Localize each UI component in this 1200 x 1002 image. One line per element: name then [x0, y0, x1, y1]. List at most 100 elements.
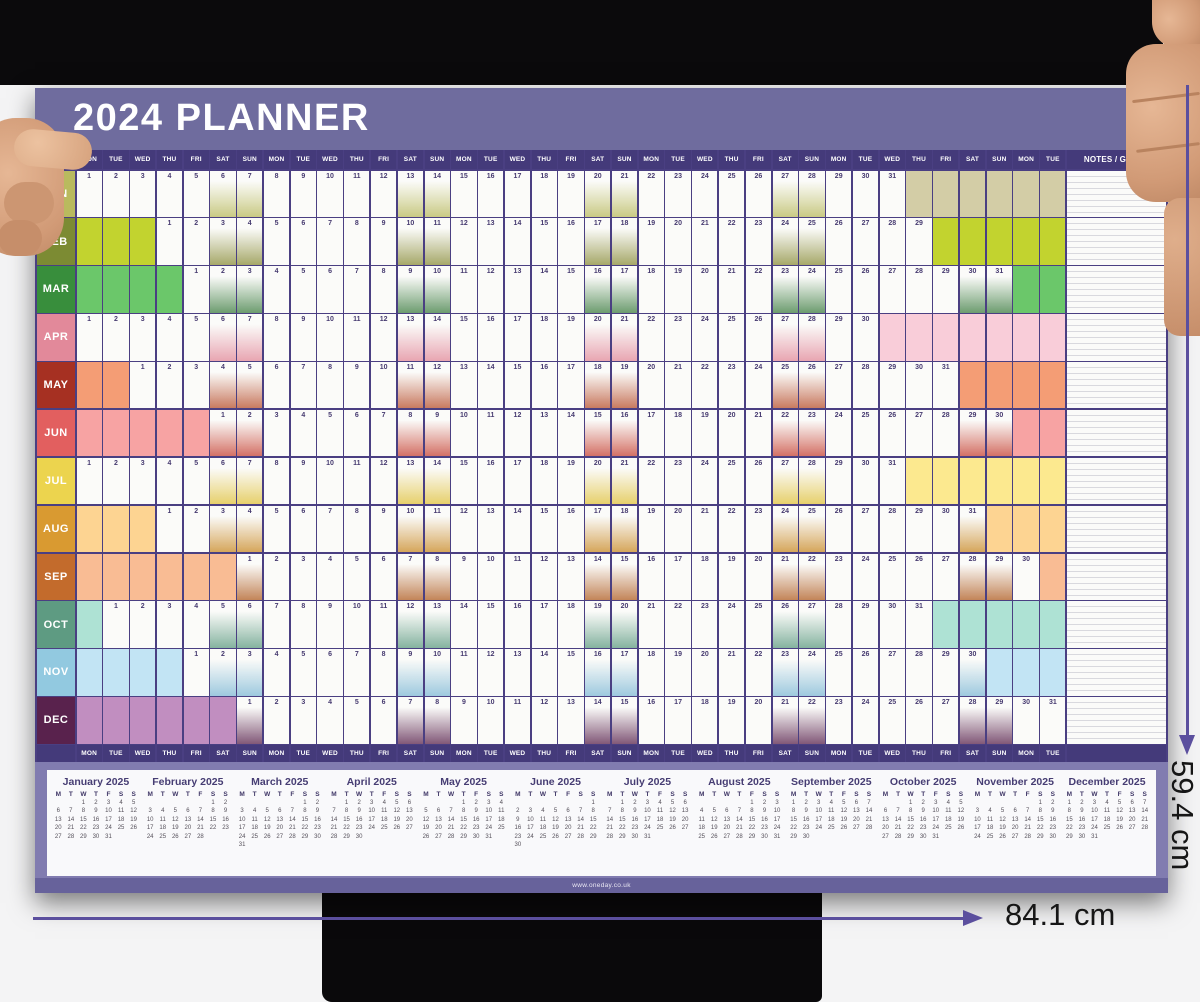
- weekend-day-cell: 29: [959, 410, 986, 457]
- day-cell: 30: [906, 362, 932, 409]
- filler-cell: [906, 170, 932, 217]
- filler-cell: [959, 218, 986, 265]
- weekend-day-cell: 29: [986, 554, 1012, 600]
- mini-day-number: 22: [301, 825, 309, 831]
- mini-day-letter: T: [712, 791, 717, 798]
- day-header-cell: MON: [263, 150, 290, 169]
- mini-day-number: 14: [894, 816, 902, 823]
- mini-day-letter: M: [515, 791, 521, 798]
- day-header-cell: MON: [451, 150, 477, 169]
- mini-day-number: 29: [589, 833, 597, 840]
- mini-calendar-grid: M T W T F S S 1 2 3 4 5 6 7 8 9 10 11 12 13 14 15 16 17 18 19 20 21…: [879, 791, 967, 841]
- mini-day-number: 11: [945, 808, 952, 814]
- day-header-cell: SUN: [424, 150, 450, 169]
- day-cell: 4: [317, 553, 343, 600]
- mini-day-letter: T: [737, 791, 742, 798]
- mini-calendar-title: July 2025: [623, 776, 672, 788]
- weekend-day-cell: 17: [585, 506, 611, 552]
- day-cell: 6: [290, 505, 316, 552]
- weekend-day-cell: 27: [772, 458, 798, 505]
- mini-day-number: 29: [907, 833, 914, 840]
- day-cell: 26: [906, 697, 932, 744]
- day-cell: 30: [1013, 697, 1039, 744]
- day-footer-cell: TUE: [852, 745, 879, 762]
- filler-cell: [986, 362, 1012, 409]
- day-cell: 9: [290, 314, 316, 361]
- mini-day-number: 8: [344, 808, 349, 814]
- mini-day-letter: F: [933, 791, 938, 798]
- filler-cell: [1013, 362, 1039, 409]
- day-cell: 9: [290, 457, 316, 505]
- mini-day-number: 31: [1091, 833, 1098, 840]
- notes-cell: [1066, 505, 1166, 552]
- month-row-label: JUL: [37, 457, 75, 505]
- day-cell: 8: [263, 314, 290, 361]
- day-cell: 12: [478, 649, 504, 696]
- mini-day-number: 23: [802, 825, 810, 831]
- weekend-day-cell: 14: [424, 171, 450, 217]
- mini-empty-cell: [695, 800, 708, 807]
- day-cell: 23: [745, 505, 772, 552]
- mini-day-number: 5: [842, 799, 846, 806]
- mini-day-number: 8: [1038, 808, 1042, 814]
- weekend-day-cell: 4: [237, 506, 263, 552]
- mini-day-number: 1: [344, 799, 349, 806]
- mini-day-number: 18: [944, 816, 952, 823]
- day-footer-cell: SUN: [799, 745, 825, 762]
- mini-empty-cell: [261, 800, 274, 807]
- mini-day-number: 12: [669, 808, 676, 814]
- mini-empty-cell: [420, 800, 433, 807]
- day-cell: 30: [879, 601, 905, 648]
- mini-day-number: 15: [460, 816, 467, 823]
- filler-cell: [933, 314, 959, 361]
- day-cell: 2: [183, 505, 209, 552]
- day-header-cell: THU: [718, 150, 745, 169]
- day-cell: 28: [933, 409, 959, 457]
- mini-day-number: 22: [460, 825, 467, 831]
- day-cell: 25: [718, 314, 745, 361]
- day-cell: 14: [478, 362, 504, 409]
- weekend-day-cell: 6: [237, 601, 263, 648]
- mini-day-number: 5: [1000, 808, 1005, 814]
- mini-day-letter: S: [866, 791, 872, 798]
- day-cell: 3: [130, 457, 156, 505]
- mini-calendar-title: February 2025: [152, 776, 224, 788]
- mini-day-number: 13: [1011, 816, 1019, 823]
- mini-day-number: 3: [817, 799, 821, 806]
- day-cell: 24: [826, 409, 852, 457]
- day-footer-cell: FRI: [370, 745, 397, 762]
- weekend-day-cell: 30: [959, 649, 986, 696]
- day-footer-cell: TUE: [665, 745, 691, 762]
- mini-day-number: 26: [422, 833, 430, 840]
- day-header-cell: TUE: [665, 150, 691, 169]
- mini-day-number: 7: [608, 808, 612, 814]
- mini-day-number: 29: [748, 833, 756, 840]
- day-cell: 8: [344, 218, 370, 265]
- day-header-cell: TUE: [852, 150, 879, 169]
- mini-day-number: 9: [804, 808, 808, 814]
- mini-empty-cell: [65, 800, 78, 807]
- mini-day-number: 26: [552, 833, 559, 840]
- mini-day-number: 3: [106, 799, 111, 806]
- mini-day-number: 3: [240, 808, 244, 814]
- filler-cell: [986, 457, 1012, 505]
- mini-day-number: 7: [867, 799, 871, 806]
- mini-day-number: 6: [683, 799, 687, 806]
- mini-day-number: 2: [1051, 799, 1055, 806]
- mini-day-number: 2: [1080, 799, 1084, 806]
- mini-day-number: 7: [290, 808, 294, 814]
- mini-day-letter: S: [591, 791, 596, 798]
- day-cell: 5: [344, 697, 370, 744]
- day-cell: 17: [638, 409, 664, 457]
- mini-day-number: 16: [1078, 816, 1086, 823]
- weekend-day-cell: 17: [611, 266, 638, 313]
- day-cell: 3: [290, 697, 316, 744]
- day-cell: 11: [370, 601, 397, 648]
- mini-empty-cell: [445, 800, 458, 807]
- day-footer-cell: MON: [76, 745, 102, 762]
- mini-day-number: 1: [1038, 799, 1042, 806]
- mini-day-number: 23: [631, 825, 639, 831]
- day-header-cell: TUE: [103, 150, 129, 169]
- mini-day-number: 29: [1066, 833, 1073, 840]
- mini-day-number: 7: [1026, 808, 1030, 814]
